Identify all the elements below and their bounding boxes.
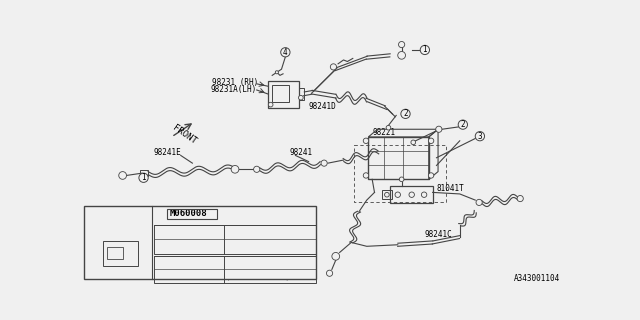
Circle shape <box>127 255 134 261</box>
Circle shape <box>268 102 273 107</box>
Circle shape <box>119 172 127 179</box>
Circle shape <box>458 120 467 129</box>
Circle shape <box>275 71 278 74</box>
Circle shape <box>399 177 404 182</box>
Text: (05MY0501-    ): (05MY0501- ) <box>227 273 290 280</box>
Text: 98221: 98221 <box>373 128 396 137</box>
Bar <box>268 81 298 108</box>
Circle shape <box>231 165 239 173</box>
Text: A343001104: A343001104 <box>515 274 561 283</box>
Text: 98241C: 98241C <box>425 230 452 239</box>
Circle shape <box>420 45 429 55</box>
Circle shape <box>298 95 303 100</box>
Circle shape <box>411 140 415 145</box>
Circle shape <box>127 245 134 252</box>
Circle shape <box>436 126 442 132</box>
Circle shape <box>332 252 340 260</box>
Circle shape <box>326 270 333 276</box>
Circle shape <box>386 125 391 130</box>
Bar <box>107 247 123 259</box>
Circle shape <box>87 209 96 219</box>
Text: M000300: M000300 <box>169 273 199 279</box>
Circle shape <box>385 192 389 197</box>
Bar <box>103 241 138 266</box>
Circle shape <box>330 64 337 70</box>
Bar <box>140 170 148 176</box>
Bar <box>355 145 446 203</box>
Circle shape <box>253 166 260 172</box>
Circle shape <box>476 199 482 205</box>
Circle shape <box>139 173 148 182</box>
Text: (05MY-05MY0501): (05MY-05MY0501) <box>227 260 290 267</box>
Text: (05MY0409-    ): (05MY0409- ) <box>227 243 290 250</box>
Circle shape <box>401 109 410 118</box>
Circle shape <box>428 138 434 143</box>
Text: (05MY-05MY0408): (05MY-05MY0408) <box>227 228 290 235</box>
Bar <box>368 137 429 179</box>
Bar <box>167 209 217 219</box>
Text: 98231 (RH): 98231 (RH) <box>212 78 258 87</box>
Circle shape <box>397 52 406 59</box>
Text: 4: 4 <box>283 48 288 57</box>
Text: M000277: M000277 <box>169 260 199 266</box>
Text: 2: 2 <box>461 120 465 129</box>
Circle shape <box>157 227 166 236</box>
Text: S048605203(1): S048605203(1) <box>169 228 225 235</box>
Bar <box>390 186 433 203</box>
Bar <box>154 225 316 254</box>
Text: 98241D: 98241D <box>308 102 337 111</box>
Circle shape <box>476 132 484 141</box>
Text: FRONT: FRONT <box>171 123 198 146</box>
Circle shape <box>409 192 415 197</box>
Circle shape <box>364 138 369 143</box>
Text: 81041T: 81041T <box>436 184 464 193</box>
Circle shape <box>157 209 166 219</box>
Text: 98248: 98248 <box>99 210 124 219</box>
Circle shape <box>421 192 427 197</box>
Text: 4: 4 <box>159 259 164 268</box>
Circle shape <box>395 192 401 197</box>
Bar <box>154 256 316 283</box>
Circle shape <box>321 160 327 166</box>
Text: 98231A(LH): 98231A(LH) <box>210 85 257 94</box>
Text: 3: 3 <box>477 132 482 141</box>
Bar <box>84 206 316 279</box>
Text: 3: 3 <box>159 227 164 236</box>
Bar <box>272 84 289 102</box>
Text: 98241: 98241 <box>289 148 312 157</box>
Text: 1: 1 <box>422 45 427 54</box>
Text: 2: 2 <box>403 109 408 118</box>
Text: 1: 1 <box>141 173 146 182</box>
Circle shape <box>157 259 166 268</box>
Circle shape <box>364 173 369 178</box>
Circle shape <box>517 196 524 202</box>
Text: M060008: M060008 <box>169 210 207 219</box>
Circle shape <box>428 173 434 178</box>
Text: 98241E: 98241E <box>154 148 181 157</box>
Text: 2: 2 <box>159 210 164 219</box>
Circle shape <box>399 42 404 48</box>
Text: 1: 1 <box>90 210 94 219</box>
Circle shape <box>281 48 290 57</box>
Bar <box>298 88 304 100</box>
Text: Q860009: Q860009 <box>169 243 199 249</box>
Bar <box>382 190 392 199</box>
